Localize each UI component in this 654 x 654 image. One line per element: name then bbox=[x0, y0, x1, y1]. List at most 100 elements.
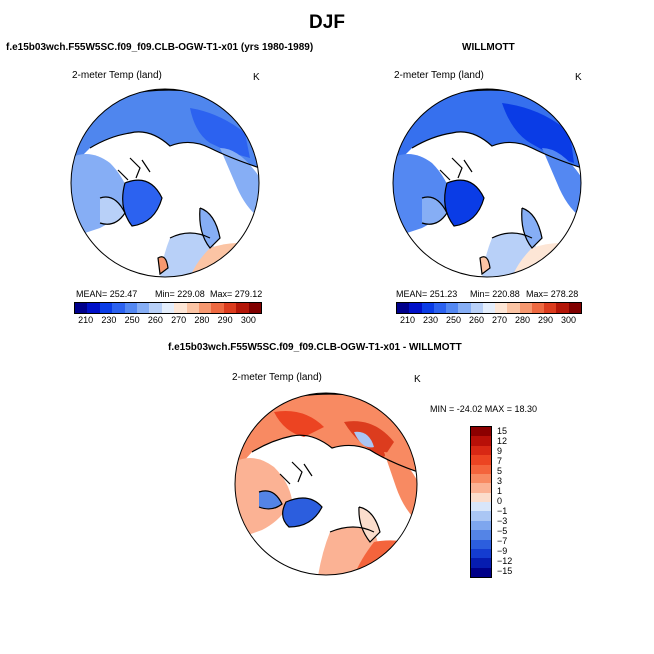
diff-colorbar-tick: 1 bbox=[497, 486, 503, 496]
diff-colorbar-swatch bbox=[471, 539, 491, 549]
diff-cool-patch bbox=[354, 431, 374, 448]
right-scandinavia-land bbox=[521, 208, 542, 248]
diff-variable-label: 2-meter Temp (land) bbox=[232, 372, 322, 383]
diff-colorbar-swatch bbox=[471, 483, 491, 493]
diff-polar-map bbox=[234, 392, 418, 576]
right-colorbar-tick: 210 bbox=[399, 315, 416, 325]
diff-colorbar-swatch bbox=[471, 455, 491, 465]
left-colorbar-tick: 290 bbox=[217, 315, 233, 325]
right-colorbar-tick: 290 bbox=[537, 315, 554, 325]
right-colorbar-swatch bbox=[531, 303, 545, 313]
diff-colorbar-swatch bbox=[471, 530, 491, 540]
right-colorbar-ticks: 210 230 250 260 270 280 290 300 bbox=[396, 315, 580, 325]
right-colorbar-swatch bbox=[409, 303, 422, 313]
left-colorbar-swatch bbox=[174, 303, 187, 313]
right-colorbar-swatch bbox=[544, 303, 557, 313]
left-colorbar-swatch bbox=[75, 303, 88, 313]
season-title: DJF bbox=[309, 12, 345, 33]
right-polar-map bbox=[392, 88, 582, 278]
left-colorbar-tick: 260 bbox=[147, 315, 163, 325]
right-eurasia-land bbox=[393, 89, 581, 168]
left-colorbar-ticks: 210 230 250 260 270 280 290 300 bbox=[74, 315, 260, 325]
diff-colorbar-tick: 3 bbox=[497, 476, 503, 486]
right-colorbar-swatch bbox=[556, 303, 569, 313]
right-colorbar-swatch bbox=[433, 303, 447, 313]
right-colorbar-tick: 300 bbox=[560, 315, 577, 325]
diff-colorbar-tick: −9 bbox=[497, 546, 508, 556]
left-colorbar-swatch bbox=[236, 303, 249, 313]
diff-colorbar-swatch bbox=[471, 558, 491, 568]
diff-colorbar-tick: 5 bbox=[497, 466, 503, 476]
diff-colorbar-swatch bbox=[471, 502, 491, 512]
right-min-stat: Min= 220.88 bbox=[470, 289, 520, 299]
right-colorbar-swatch bbox=[421, 303, 434, 313]
left-colorbar-swatch bbox=[124, 303, 138, 313]
diff-minmax-stat: MIN = -24.02 MAX = 18.30 bbox=[430, 404, 538, 414]
right-colorbar-tick: 270 bbox=[491, 315, 508, 325]
diff-hudson-land bbox=[259, 490, 282, 509]
right-max-stat: Max= 278.28 bbox=[526, 289, 579, 299]
right-colorbar bbox=[396, 302, 582, 314]
diff-colorbar-tick: 0 bbox=[497, 496, 503, 506]
left-colorbar-swatch bbox=[211, 303, 224, 313]
diff-colorbar-swatch bbox=[471, 567, 491, 577]
right-colorbar-tick: 230 bbox=[422, 315, 439, 325]
left-colorbar-swatch bbox=[149, 303, 162, 313]
left-colorbar-swatch bbox=[161, 303, 175, 313]
right-mean-stat: MEAN= 251.23 bbox=[396, 289, 458, 299]
right-colorbar-tick: 250 bbox=[445, 315, 462, 325]
right-panel-header: WILLMOTT bbox=[462, 42, 515, 53]
diff-greenland-land bbox=[282, 498, 322, 527]
right-colorbar-swatch bbox=[446, 303, 459, 313]
diff-central-warm bbox=[274, 411, 324, 437]
right-colorbar-tick: 260 bbox=[468, 315, 485, 325]
left-eurasia-land bbox=[71, 89, 259, 168]
diff-colorbar-tick: −5 bbox=[497, 526, 508, 536]
left-scandinavia-land bbox=[199, 208, 220, 248]
diff-colorbar-ticks: 15 12 9 7 5 3 1 0 −1 −3 −5 −7 −9 −12 −15 bbox=[497, 426, 527, 576]
right-colorbar-swatch bbox=[397, 303, 410, 313]
left-colorbar-tick: 250 bbox=[124, 315, 140, 325]
right-colorbar-swatch bbox=[458, 303, 471, 313]
diff-colorbar-tick: 7 bbox=[497, 456, 503, 466]
diff-colorbar-swatch bbox=[471, 548, 491, 559]
diff-scandinavia-land bbox=[358, 507, 380, 542]
left-alaska-land bbox=[220, 148, 259, 218]
diff-colorbar-tick: 9 bbox=[497, 446, 503, 456]
left-colorbar-tick: 230 bbox=[101, 315, 117, 325]
diff-colorbar-swatch bbox=[471, 473, 491, 484]
left-variable-label: 2-meter Temp (land) bbox=[72, 70, 162, 81]
right-colorbar-swatch bbox=[470, 303, 483, 313]
left-max-stat: Max= 279.12 bbox=[210, 289, 263, 299]
diff-colorbar-swatch bbox=[471, 520, 491, 531]
diff-colorbar-swatch bbox=[471, 436, 491, 446]
right-colorbar-swatch bbox=[568, 303, 581, 313]
left-colorbar-tick: 210 bbox=[78, 315, 94, 325]
left-colorbar-swatch bbox=[99, 303, 113, 313]
diff-colorbar-tick: −12 bbox=[497, 556, 513, 566]
left-colorbar-tick: 270 bbox=[171, 315, 187, 325]
diff-colorbar-tick: −3 bbox=[497, 516, 508, 526]
diff-colorbar-swatch bbox=[471, 511, 491, 521]
right-colorbar-swatch bbox=[519, 303, 532, 313]
right-colorbar-tick: 280 bbox=[514, 315, 531, 325]
diff-colorbar-tick: 12 bbox=[497, 436, 508, 446]
left-colorbar bbox=[74, 302, 262, 314]
left-mean-stat: MEAN= 252.47 bbox=[76, 289, 138, 299]
diff-colorbar-swatch bbox=[471, 427, 491, 437]
left-colorbar-swatch bbox=[112, 303, 125, 313]
left-colorbar-swatch bbox=[87, 303, 100, 313]
left-min-stat: Min= 229.08 bbox=[155, 289, 205, 299]
left-units-label: K bbox=[253, 72, 260, 83]
right-siberia-land bbox=[502, 103, 574, 163]
diff-colorbar-tick: 15 bbox=[497, 426, 508, 436]
right-colorbar-swatch bbox=[507, 303, 520, 313]
left-colorbar-swatch bbox=[223, 303, 237, 313]
left-polar-map bbox=[70, 88, 260, 278]
diff-colorbar bbox=[470, 426, 492, 578]
left-colorbar-tick: 300 bbox=[240, 315, 256, 325]
right-colorbar-swatch bbox=[495, 303, 508, 313]
right-units-label: K bbox=[575, 72, 582, 83]
diff-colorbar-swatch bbox=[471, 492, 491, 502]
right-alaska-land bbox=[542, 148, 581, 218]
